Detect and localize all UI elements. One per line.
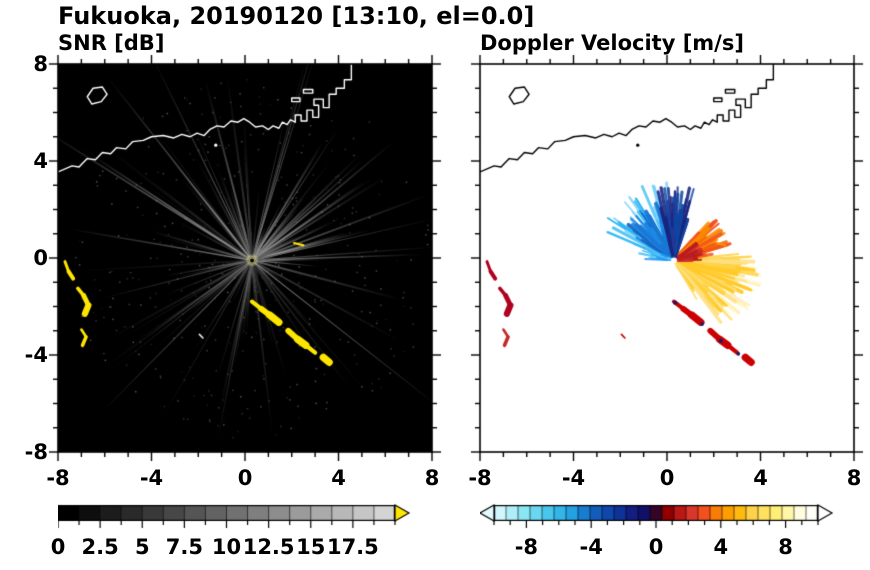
colorbar-tick-label: 5 bbox=[134, 535, 150, 559]
doppler-colorbar bbox=[480, 503, 845, 529]
colorbar-tick-label: -8 bbox=[514, 535, 539, 559]
snr-colorbar bbox=[58, 503, 423, 529]
colorbar-tick-label: 12.5 bbox=[242, 535, 295, 559]
x-axis-tick-label: -8 bbox=[468, 466, 492, 490]
y-axis-tick-label: 0 bbox=[33, 246, 48, 270]
x-axis-tick-label: -8 bbox=[46, 466, 70, 490]
colorbar-tick-label: 0 bbox=[50, 535, 66, 559]
x-axis-tick-label: 8 bbox=[424, 466, 440, 490]
colorbar-tick-label: 8 bbox=[778, 535, 793, 559]
colorbar-tick-label: 17.5 bbox=[326, 535, 379, 559]
x-axis-tick-label: 0 bbox=[237, 466, 253, 490]
x-axis-tick-label: -4 bbox=[139, 466, 164, 490]
colorbar-tick-label: 0 bbox=[648, 535, 664, 559]
figure-title: Fukuoka, 20190120 [13:10, el=0.0] bbox=[58, 2, 535, 30]
y-axis-tick-label: 8 bbox=[33, 52, 48, 76]
snr-panel-title: SNR [dB] bbox=[58, 31, 165, 55]
x-axis-tick-label: 4 bbox=[331, 466, 346, 490]
doppler-radar-plot bbox=[468, 52, 866, 464]
x-axis-tick-label: 4 bbox=[753, 466, 768, 490]
colorbar-tick-label: 10 bbox=[211, 535, 242, 559]
snr-radar-plot bbox=[46, 52, 444, 464]
colorbar-tick-label: 2.5 bbox=[81, 535, 119, 559]
x-axis-tick-label: 0 bbox=[659, 466, 675, 490]
x-axis-tick-label: -4 bbox=[561, 466, 586, 490]
colorbar-tick-label: -4 bbox=[579, 535, 603, 559]
y-axis-tick-label: -8 bbox=[24, 440, 48, 464]
y-axis-tick-label: 4 bbox=[33, 149, 48, 173]
colorbar-tick-label: 15 bbox=[296, 535, 326, 559]
y-axis-tick-label: -4 bbox=[24, 343, 48, 367]
colorbar-tick-label: 7.5 bbox=[165, 535, 203, 559]
doppler-panel-title: Doppler Velocity [m/s] bbox=[480, 31, 744, 55]
x-axis-tick-label: 8 bbox=[846, 466, 862, 490]
colorbar-tick-label: 4 bbox=[713, 535, 729, 559]
